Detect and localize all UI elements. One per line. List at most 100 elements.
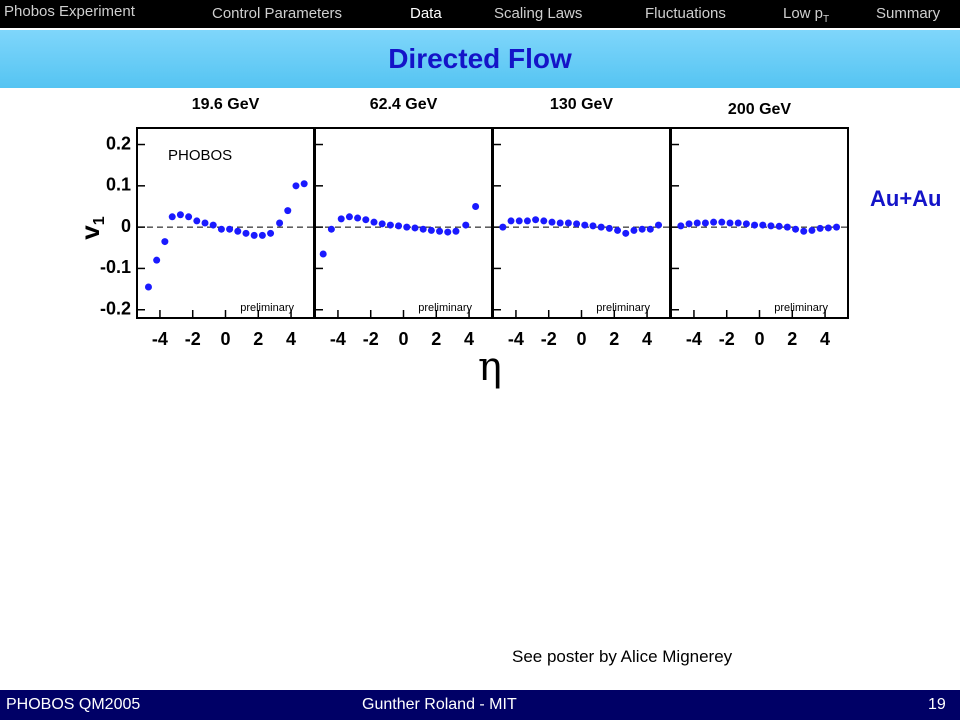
x-tick-label: 4	[820, 329, 830, 349]
y-tick-label: 0.1	[106, 175, 131, 195]
x-tick-label: 2	[253, 329, 263, 349]
data-point	[655, 221, 663, 229]
data-point	[638, 225, 646, 233]
data-point	[370, 218, 378, 226]
data-point	[462, 221, 470, 229]
data-point	[284, 207, 292, 215]
data-point	[337, 215, 345, 223]
x-tick-label: 0	[220, 329, 230, 349]
x-tick-label: -2	[185, 329, 201, 349]
data-point	[742, 220, 750, 228]
data-point	[144, 283, 152, 291]
data-point	[176, 211, 184, 219]
footer-center: Gunther Roland - MIT	[362, 696, 517, 713]
data-point	[614, 226, 622, 234]
y-tick-label: 0	[121, 216, 131, 236]
data-point	[548, 218, 556, 226]
x-tick-label: 0	[398, 329, 408, 349]
data-point	[411, 224, 419, 232]
footer-left: PHOBOS QM2005	[6, 696, 141, 713]
nav-item[interactable]: Scaling Laws	[494, 5, 583, 22]
x-tick-label: 0	[754, 329, 764, 349]
title-bar: Directed Flow	[0, 30, 960, 88]
x-tick-label: 2	[787, 329, 797, 349]
data-point	[775, 222, 783, 230]
system-label: Au+Au	[870, 186, 942, 211]
data-point	[209, 221, 217, 229]
panel-title: 19.6 GeV	[192, 96, 260, 113]
panel-title: 200 GeV	[728, 101, 791, 118]
data-point	[800, 227, 808, 235]
data-point	[540, 217, 548, 225]
figure: Au+Au PHOBOS η v1 19.6 GeVpreliminary-4-…	[75, 96, 942, 390]
data-point	[292, 182, 300, 190]
data-point	[300, 180, 308, 188]
y-label-sub: 1	[91, 216, 108, 225]
data-point	[217, 225, 225, 233]
data-point	[532, 216, 540, 224]
data-point	[523, 217, 531, 225]
y-tick-label: -0.1	[100, 257, 131, 277]
x-tick-label: 0	[576, 329, 586, 349]
data-point	[507, 217, 515, 225]
data-point	[386, 221, 394, 229]
preliminary-label: preliminary	[774, 302, 828, 314]
data-point	[783, 223, 791, 231]
data-point	[319, 250, 327, 258]
nav-sub: T	[823, 14, 830, 25]
data-point	[153, 256, 161, 264]
preliminary-label: preliminary	[240, 302, 294, 314]
data-point	[354, 214, 362, 222]
nav-item[interactable]: Fluctuations	[645, 5, 726, 22]
data-point	[234, 227, 242, 235]
data-point	[693, 219, 701, 227]
data-point	[419, 225, 427, 233]
data-point	[452, 227, 460, 235]
experiment-label: PHOBOS	[168, 147, 232, 164]
nav-left: Phobos Experiment	[4, 3, 135, 20]
preliminary-label: preliminary	[596, 302, 650, 314]
data-point	[226, 225, 234, 233]
data-point	[816, 224, 824, 232]
nav-item[interactable]: Data	[410, 5, 442, 22]
data-point	[597, 223, 605, 231]
x-tick-label: -4	[686, 329, 702, 349]
nav-bar: Phobos Experiment Control Parameters Dat…	[0, 0, 960, 28]
data-point	[250, 231, 258, 239]
slide-title: Directed Flow	[388, 43, 572, 74]
data-point	[193, 217, 201, 225]
data-point	[258, 231, 266, 239]
svg-text:v1: v1	[75, 216, 108, 239]
x-tick-label: 4	[464, 329, 474, 349]
data-point	[808, 226, 816, 234]
data-point	[185, 213, 193, 221]
y-tick-label: -0.2	[100, 298, 131, 318]
x-tick-label: -4	[508, 329, 524, 349]
data-point	[710, 218, 718, 226]
data-point	[792, 225, 800, 233]
y-label-main: v	[75, 225, 105, 240]
nav-item[interactable]: Control Parameters	[212, 5, 343, 22]
data-point	[767, 222, 775, 230]
data-point	[403, 223, 411, 231]
data-point	[701, 219, 709, 227]
y-tick-label: 0.2	[106, 133, 131, 153]
data-point	[267, 229, 275, 237]
data-point	[685, 220, 693, 228]
nav-item[interactable]: Summary	[876, 5, 941, 22]
nav-text: Low p	[783, 5, 824, 22]
data-point	[378, 220, 386, 228]
x-tick-label: -2	[541, 329, 557, 349]
nav-item[interactable]: Low pT	[783, 5, 829, 25]
data-point	[427, 226, 435, 234]
data-point	[824, 224, 832, 232]
footer-right: 19	[928, 696, 946, 713]
data-point	[515, 217, 523, 225]
x-tick-label: -2	[363, 329, 379, 349]
x-axis-label: η	[478, 344, 502, 390]
data-point	[622, 229, 630, 237]
data-point	[444, 228, 452, 236]
x-tick-label: 4	[642, 329, 652, 349]
note: See poster by Alice Mignerey	[512, 647, 733, 666]
